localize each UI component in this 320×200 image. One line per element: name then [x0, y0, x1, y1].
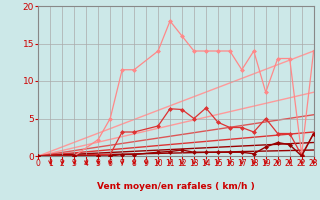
X-axis label: Vent moyen/en rafales ( km/h ): Vent moyen/en rafales ( km/h ) — [97, 182, 255, 191]
